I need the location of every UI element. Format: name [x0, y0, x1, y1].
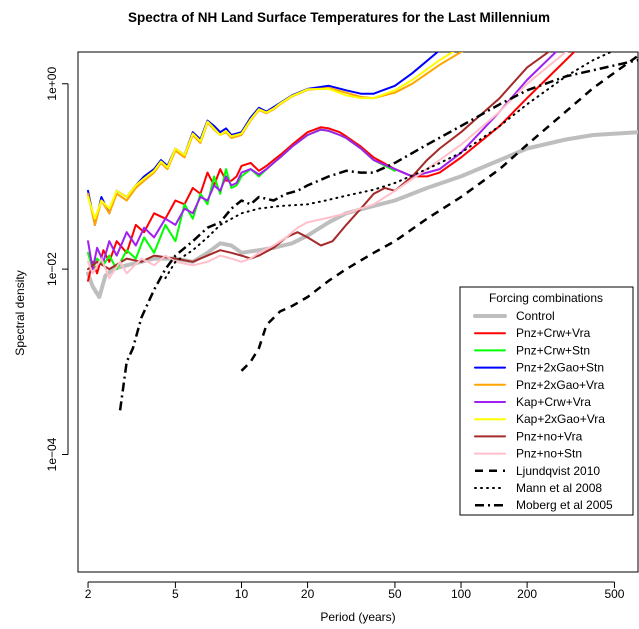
legend-items: Control Pnz+Crw+Vra Pnz+Crw+Stn Pnz+2xGao+S… [473, 309, 613, 512]
series-line-moberg-et-al-2005 [118, 58, 638, 411]
y-tick-label: 1e−02 [45, 252, 59, 286]
series-line-pnz-no-vra [87, 52, 551, 271]
series-line-pnz-crw-vra [87, 52, 576, 282]
legend-label-kap-crw-vra: Kap+Crw+Vra [516, 395, 591, 409]
x-tick-label: 200 [517, 587, 537, 601]
legend-label-kap-2xgao-vra: Kap+2xGao+Vra [516, 412, 605, 426]
legend-label-ljundqvist-2010: Ljundqvist 2010 [516, 464, 600, 478]
legend-label-control: Control [516, 309, 555, 323]
legend-label-pnz-no-stn: Pnz+no+Stn [516, 447, 582, 461]
legend-label-pnz-crw-stn: Pnz+Crw+Stn [516, 343, 590, 357]
x-tick-label: 20 [301, 587, 315, 601]
series-layer [86, 52, 638, 411]
y-tick-label: 1e+00 [45, 67, 59, 101]
chart-title: Spectra of NH Land Surface Temperatures … [128, 10, 550, 25]
x-axis-label: Period (years) [320, 610, 395, 624]
series-line-mann-et-al-2008 [164, 52, 614, 280]
x-tick-label: 5 [172, 587, 179, 601]
legend-label-pnz-2xgao-stn: Pnz+2xGao+Stn [516, 361, 604, 375]
legend-label-pnz-crw-vra: Pnz+Crw+Vra [516, 326, 591, 340]
series-line-kap-2xgao-vra [87, 52, 455, 220]
legend: Forcing combinations Control Pnz+Crw+Vra P… [459, 286, 634, 516]
y-tick-label: 1e−04 [45, 437, 59, 471]
x-tick-label: 100 [451, 587, 471, 601]
x-tick-label: 10 [235, 587, 249, 601]
plot-area-border [77, 51, 639, 573]
x-tick-label: 500 [604, 587, 624, 601]
y-axis: 1e−04 1e−02 1e+00 [45, 67, 69, 471]
series-line-pnz-2xgao-vra [87, 52, 464, 226]
legend-label-pnz-no-vra: Pnz+no+Vra [516, 429, 583, 443]
legend-title: Forcing combinations [489, 291, 603, 305]
series-line-ljundqvist-2010 [240, 54, 638, 372]
legend-label-pnz-2xgao-vra: Pnz+2xGao+Vra [516, 378, 605, 392]
series-line-kap-crw-vra [87, 52, 558, 271]
x-axis: 2 5 10 20 50 100 200 500 [85, 581, 625, 601]
y-axis-label: Spectral density [13, 270, 27, 355]
x-tick-label: 50 [388, 587, 402, 601]
legend-label-mann-et-al-2008: Mann et al 2008 [516, 481, 602, 495]
x-tick-label: 2 [85, 587, 92, 601]
legend-label-moberg-et-al-2005: Moberg et al 2005 [516, 498, 613, 512]
